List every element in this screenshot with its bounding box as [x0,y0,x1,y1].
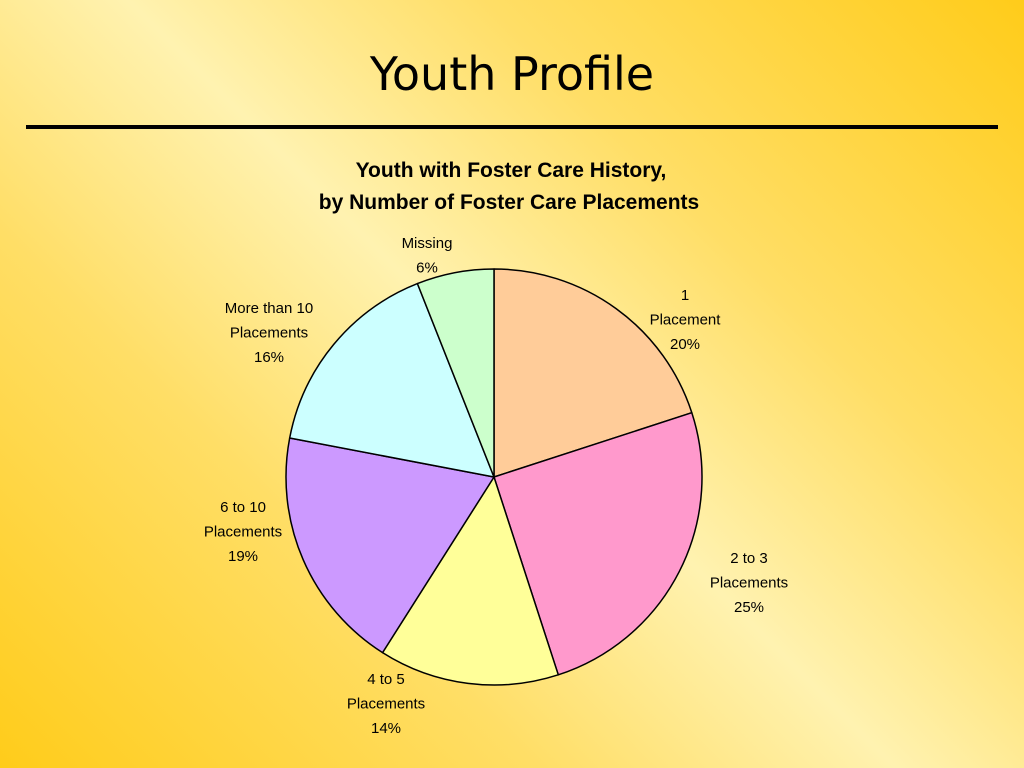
chart-title-line-1: Youth with Foster Care History, [356,159,667,182]
slice-category-2-1: Placements [347,696,425,713]
slice-percent-3: 19% [228,548,258,565]
slice-category-4-0: More than 10 [225,300,313,317]
slice-category-5-0: Missing [402,235,453,252]
slice-label-5: Missing 6% [402,235,453,277]
slice-percent-4: 16% [254,349,284,366]
pie-slice-2 [381,476,560,686]
slice-category-0-0: 1 [681,287,689,304]
pie-labels: 1 Placement 20% 2 to 3 Placements 25% 4 to 5 Pl… [204,235,788,737]
chart-title-line-2: by Number of Foster Care Placements [319,191,699,214]
slice-category-1-0: 2 to 3 [730,550,768,567]
slice-category-4-1: Placements [230,325,308,342]
slice-percent-2: 14% [371,720,401,737]
slice-category-0-1: Placement [650,312,722,329]
title-divider [26,125,998,129]
slice-label-0: 1 Placement 20% [650,287,722,353]
slide-title: Youth Profile [369,47,655,101]
slice-percent-5: 6% [416,260,438,277]
slice-label-3: 6 to 10 Placements 19% [204,499,282,565]
slice-label-1: 2 to 3 Placements 25% [710,550,788,616]
slice-percent-1: 25% [734,599,764,616]
pie-slices [285,268,703,686]
slice-category-3-0: 6 to 10 [220,499,266,516]
slice-category-2-0: 4 to 5 [367,671,405,688]
pie-slice-0 [493,268,693,478]
slice-percent-0: 20% [670,336,700,353]
pie-slice-4 [288,282,495,478]
slice-category-1-1: Placements [710,575,788,592]
pie-slice-1 [493,411,703,676]
slice-label-2: 4 to 5 Placements 14% [347,671,425,737]
pie-slice-5 [416,268,495,478]
slice-category-3-1: Placements [204,524,282,541]
slice-label-4: More than 10 Placements 16% [225,300,313,366]
pie-slice-3 [285,437,495,654]
